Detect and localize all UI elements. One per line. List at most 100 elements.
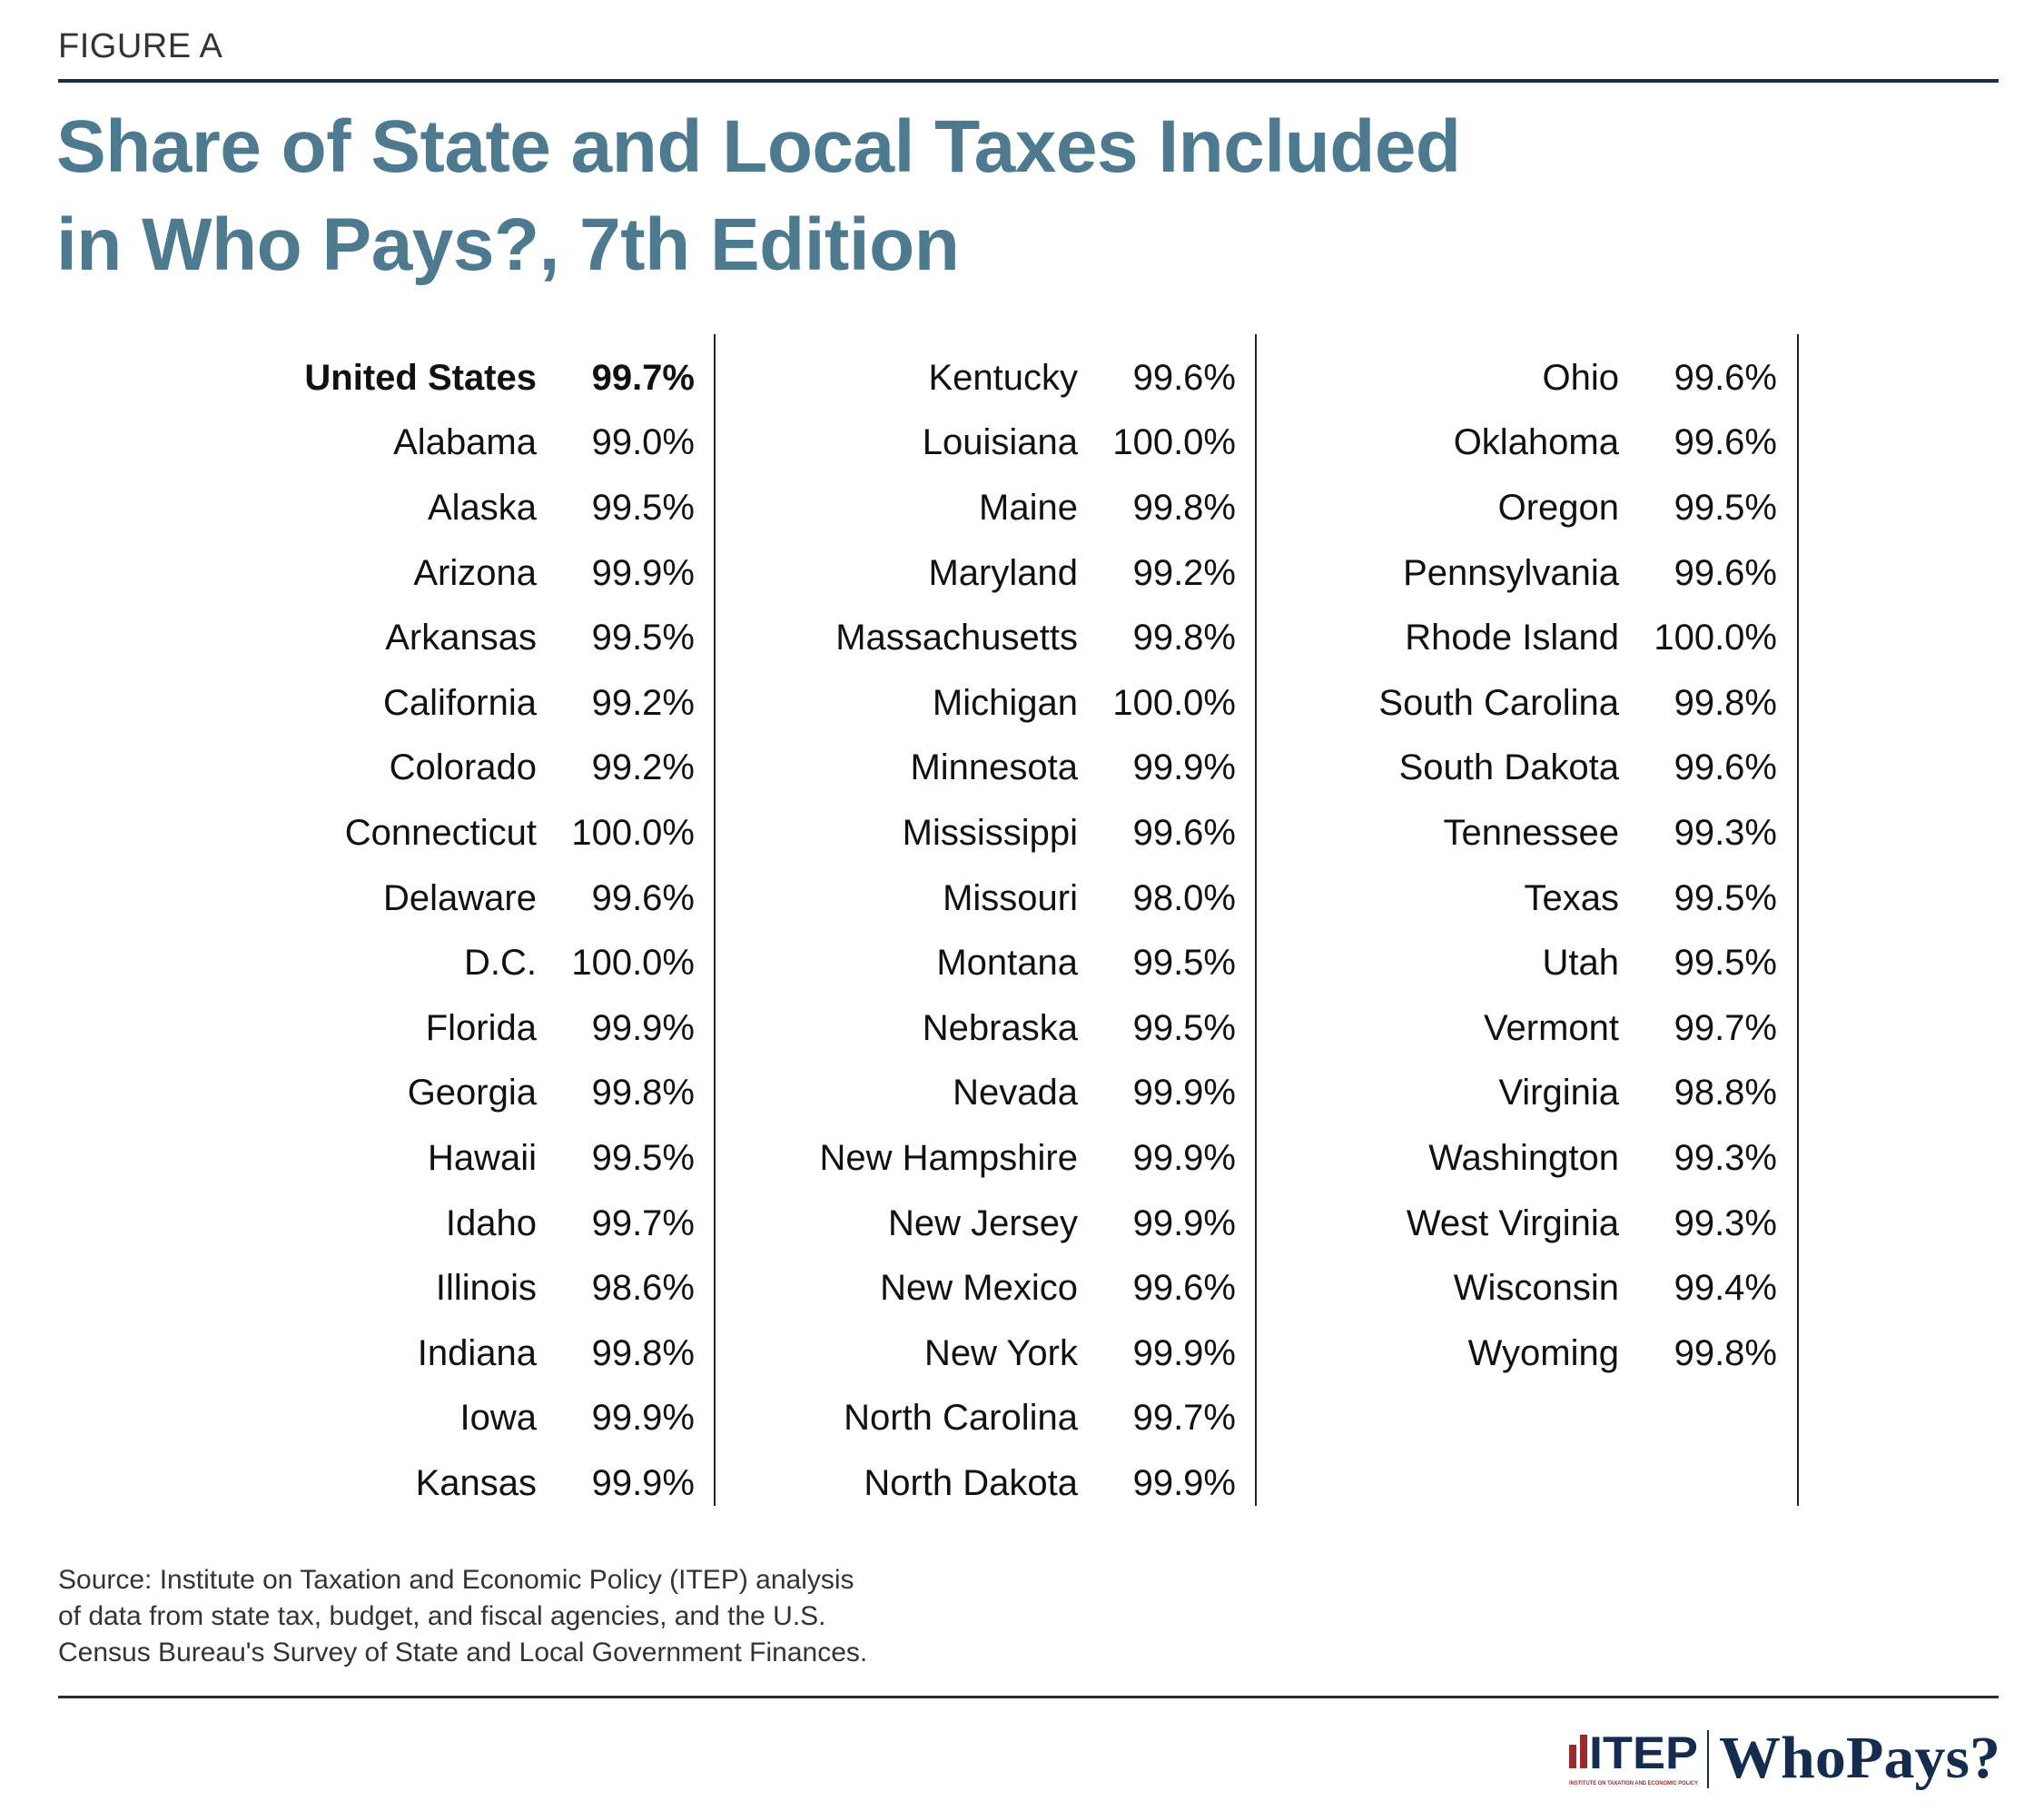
share-value: 99.2% <box>1132 552 1236 593</box>
state-name: Alaska <box>427 487 537 528</box>
share-value: 99.7% <box>1132 1398 1236 1439</box>
share-value: 99.7% <box>1674 1007 1777 1048</box>
share-value: 99.6% <box>1132 357 1236 398</box>
state-name: Nevada <box>953 1073 1078 1113</box>
column-divider <box>1255 334 1257 1506</box>
source-line: Source: Institute on Taxation and Econom… <box>58 1565 854 1595</box>
state-name: West Virginia <box>1406 1202 1619 1243</box>
table-row: Louisiana 100.0% <box>736 411 1236 476</box>
table-row: Kansas 99.9% <box>227 1450 695 1516</box>
table-row: Connecticut 100.0% <box>227 800 695 866</box>
share-value: 99.3% <box>1674 1137 1777 1178</box>
table-row: Idaho 99.7% <box>227 1191 695 1256</box>
state-name: Arkansas <box>385 618 537 658</box>
state-name: California <box>383 682 537 723</box>
table-row: Mississippi 99.6% <box>736 800 1236 866</box>
table-row: West Virginia 99.3% <box>1277 1191 1777 1256</box>
state-name: Utah <box>1542 943 1620 984</box>
table-column-2: Kentucky 99.6% Louisiana 100.0% Maine 99.8% Ma… <box>736 345 1236 1516</box>
state-name: North Carolina <box>844 1398 1078 1439</box>
table-row: Pennsylvania 99.6% <box>1277 540 1777 606</box>
state-name: Minnesota <box>910 747 1078 788</box>
state-name: Kentucky <box>928 357 1078 398</box>
share-value: 100.0% <box>1654 618 1777 658</box>
table-row: Minnesota 99.9% <box>736 736 1236 801</box>
state-name: Kansas <box>415 1462 537 1503</box>
table-row: New Jersey 99.9% <box>736 1191 1236 1256</box>
source-line: Census Bureau's Survey of State and Loca… <box>58 1638 868 1668</box>
table-row: North Carolina 99.7% <box>736 1386 1236 1451</box>
table-row: Hawaii 99.5% <box>227 1125 695 1191</box>
state-name: Michigan <box>932 682 1078 723</box>
column-divider <box>714 334 716 1506</box>
table-row: Georgia 99.8% <box>227 1061 695 1126</box>
table-row: Massachusetts 99.8% <box>736 605 1236 670</box>
share-value: 99.9% <box>1132 1137 1236 1178</box>
share-value: 99.3% <box>1674 1202 1777 1243</box>
table-row: New York 99.9% <box>736 1321 1236 1386</box>
table-row: California 99.2% <box>227 670 695 736</box>
state-name: Vermont <box>1484 1007 1619 1048</box>
share-value: 99.9% <box>1132 1332 1236 1373</box>
share-value: 99.9% <box>1132 747 1236 788</box>
share-value: 99.9% <box>1132 1073 1236 1113</box>
state-name: Oregon <box>1497 487 1619 528</box>
table-row: Texas 99.5% <box>1277 866 1778 931</box>
logo-bar-icon <box>1580 1735 1587 1768</box>
share-value: 99.0% <box>591 422 695 463</box>
state-name: Georgia <box>407 1073 537 1113</box>
share-value: 98.6% <box>591 1268 695 1309</box>
share-value: 99.7% <box>591 357 695 398</box>
share-value: 100.0% <box>571 812 695 853</box>
share-value: 100.0% <box>1112 682 1236 723</box>
table-row: Washington 99.3% <box>1277 1125 1777 1191</box>
share-value: 99.9% <box>591 552 695 593</box>
table-column-1: United States 99.7% Alabama 99.0% Alaska 99.5… <box>227 345 695 1516</box>
table-row: Illinois 98.6% <box>227 1255 695 1321</box>
share-value: 99.8% <box>1674 682 1777 723</box>
state-name: Hawaii <box>427 1137 537 1178</box>
source-line: of data from state tax, budget, and fisc… <box>58 1601 826 1631</box>
share-value: 98.8% <box>1674 1073 1777 1113</box>
table-row: Ohio 99.6% <box>1277 345 1778 411</box>
share-value: 99.6% <box>1132 1268 1236 1309</box>
share-value: 99.8% <box>1132 618 1236 658</box>
share-value: 99.3% <box>1674 812 1777 853</box>
table-row: Wyoming 99.8% <box>1277 1321 1777 1386</box>
state-name: New York <box>924 1332 1078 1373</box>
state-name: Illinois <box>435 1268 537 1309</box>
table-row: Alabama 99.0% <box>227 411 695 476</box>
state-name: Colorado <box>389 747 537 788</box>
table-row: New Hampshire 99.9% <box>736 1125 1236 1191</box>
table-row: Oklahoma 99.6% <box>1277 411 1777 476</box>
share-value: 99.6% <box>1674 552 1777 593</box>
table-row: Colorado 99.2% <box>227 736 695 801</box>
top-rule <box>58 79 1999 83</box>
share-value: 99.2% <box>591 682 695 723</box>
state-name: Massachusetts <box>835 618 1078 658</box>
table-row: Vermont 99.7% <box>1277 995 1777 1061</box>
table-row: Maine 99.8% <box>736 475 1236 540</box>
state-name: Nebraska <box>922 1007 1078 1048</box>
share-value: 99.8% <box>1132 487 1236 528</box>
table-row: Nevada 99.9% <box>736 1061 1236 1126</box>
column-divider <box>1797 334 1799 1506</box>
state-name: Maryland <box>928 552 1078 593</box>
table-row: Arkansas 99.5% <box>227 605 695 670</box>
state-name: Wyoming <box>1467 1332 1619 1373</box>
table-row: Iowa 99.9% <box>227 1386 696 1451</box>
logo-itep-text: ITEP <box>1589 1727 1698 1778</box>
table-row: United States 99.7% <box>227 345 695 411</box>
logo-bar-icon <box>1569 1745 1576 1768</box>
table-row: Oregon 99.5% <box>1277 475 1777 540</box>
table-row: Montana 99.5% <box>736 930 1236 995</box>
state-name: Ohio <box>1542 357 1620 398</box>
table-row: Arizona 99.9% <box>227 540 695 606</box>
table-row: Tennessee 99.3% <box>1277 800 1777 866</box>
state-name: South Carolina <box>1378 682 1619 723</box>
state-name: Tennessee <box>1443 812 1619 853</box>
share-value: 99.9% <box>591 1398 695 1439</box>
page-title: Share of State and Local Taxes Included … <box>56 98 1461 294</box>
state-name: Arizona <box>413 552 537 593</box>
table-row: Missouri 98.0% <box>736 866 1236 931</box>
